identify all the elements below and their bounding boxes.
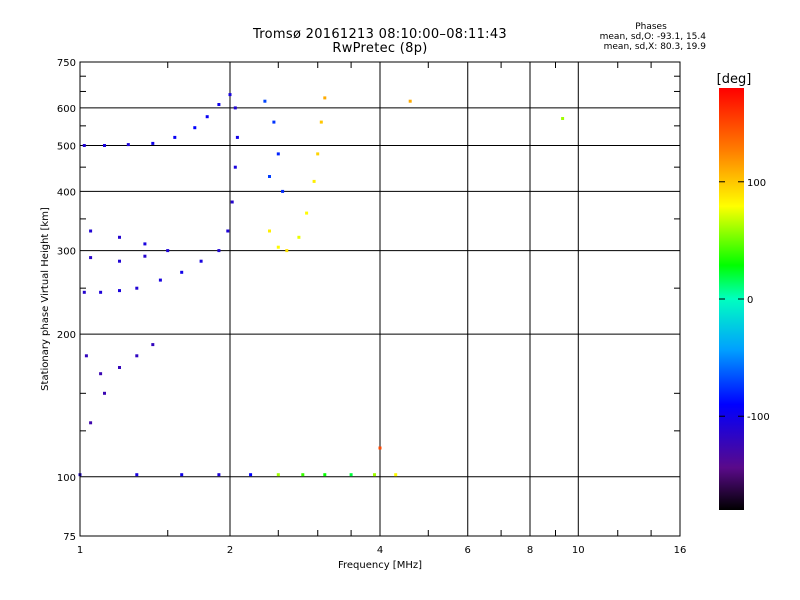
colorbar-ticks: 100 0 -100: [719, 178, 770, 423]
axis-ticks: 1 2 4 6 8 10 16 75 100 200 300 400 500 600 750: [57, 58, 686, 556]
x-mode-echo-point: [285, 249, 289, 253]
o-mode-echo-point: [89, 256, 93, 260]
y-tick-label: 300: [57, 247, 76, 258]
ionogram-traces: [78, 93, 565, 477]
x-mode-echo-point: [319, 120, 323, 124]
o-mode-echo-point: [268, 175, 271, 178]
x-mode-echo-point: [316, 152, 320, 156]
o-mode-echo-point: [233, 165, 237, 169]
y-tick-label: 400: [57, 187, 76, 198]
o-mode-echo-point: [99, 290, 103, 294]
o-mode-echo-point: [135, 473, 139, 477]
x-tick-label: 16: [674, 545, 687, 556]
x-tick-label: 10: [572, 545, 585, 556]
o-mode-echo-point: [89, 421, 93, 425]
o-mode-echo-point: [226, 229, 230, 233]
o-mode-echo-point: [228, 93, 232, 97]
chart-subtitle: RwPretec (8p): [332, 41, 428, 56]
o-mode-echo-point: [263, 99, 267, 103]
o-mode-echo-point: [272, 120, 276, 124]
x-tick-label: 4: [377, 545, 383, 556]
o-mode-echo-point: [235, 135, 239, 139]
x-mode-echo-point: [394, 473, 398, 477]
y-tick-label: 75: [63, 532, 76, 543]
x-mode-echo-point: [268, 229, 271, 233]
o-mode-echo-point: [217, 473, 221, 477]
x-mode-echo-point: [323, 473, 327, 477]
o-mode-echo-point: [233, 106, 237, 110]
phase-statistics: Phases mean, sd,O: -93.1, 15.4 mean, sd,…: [596, 22, 706, 52]
o-mode-echo-point: [173, 135, 177, 139]
o-mode-echo-point: [99, 372, 103, 376]
y-axis-label: Stationary phase Virtual Height [km]: [40, 207, 51, 391]
x-mode-echo-point: [276, 245, 280, 249]
x-mode-echo-point: [301, 473, 305, 477]
o-mode-echo-point: [118, 289, 121, 293]
grid-lines: [80, 62, 680, 536]
o-mode-echo-point: [82, 144, 86, 147]
x-mode-echo-point: [378, 446, 382, 450]
y-tick-label: 100: [57, 473, 76, 484]
o-mode-echo-point: [151, 343, 155, 347]
x-mode-echo-point: [297, 235, 301, 239]
y-tick-label: 500: [57, 141, 76, 152]
o-mode-echo-point: [249, 473, 253, 477]
o-mode-echo-point: [151, 141, 155, 145]
y-tick-label: 600: [57, 104, 76, 115]
o-mode-echo-point: [89, 229, 93, 233]
o-mode-echo-point: [205, 115, 209, 119]
x-mode-echo-point: [305, 211, 309, 215]
x-tick-label: 2: [227, 545, 233, 556]
x-axis-label: Frequency [MHz]: [338, 560, 422, 571]
o-mode-echo-point: [230, 200, 234, 204]
x-tick-label: 8: [527, 545, 533, 556]
o-mode-echo-point: [199, 259, 203, 263]
x-mode-echo-point: [323, 96, 327, 100]
o-mode-echo-point: [135, 354, 139, 358]
chart-title: Tromsø 20161213 08:10:00–08:11:43: [252, 27, 508, 42]
o-mode-echo-point: [166, 249, 170, 253]
colorbar-tick-label: 100: [747, 178, 766, 189]
x-mode-echo-point: [408, 99, 412, 103]
x-mode-echo-point: [561, 117, 565, 120]
o-mode-echo-point: [281, 189, 285, 193]
y-tick-label: 200: [57, 330, 76, 341]
o-mode-echo-point: [180, 473, 184, 477]
phase-statistics-heading: Phases: [635, 22, 667, 32]
o-mode-echo-point: [118, 366, 121, 369]
colorbar-unit-label: [deg]: [717, 72, 752, 87]
o-mode-echo-point: [276, 152, 280, 156]
o-mode-echo-point: [118, 259, 121, 263]
o-mode-echo-point: [103, 391, 106, 395]
colorbar-tick-label: -100: [747, 412, 770, 423]
x-mode-echo-point: [312, 179, 316, 183]
x-mode-echo-point: [276, 473, 280, 477]
o-mode-echo-point: [126, 143, 130, 147]
y-tick-label: 750: [57, 58, 76, 69]
colorbar-tick-label: 0: [747, 295, 753, 306]
o-mode-echo-point: [180, 270, 184, 274]
x-tick-label: 1: [77, 545, 83, 556]
o-mode-echo-point: [158, 278, 162, 282]
o-mode-echo-point: [193, 126, 197, 130]
x-tick-label: 6: [465, 545, 471, 556]
phase-statistics-o-mode: mean, sd,O: -93.1, 15.4: [599, 32, 706, 42]
o-mode-echo-point: [135, 286, 139, 290]
o-mode-echo-point: [143, 242, 147, 246]
x-mode-echo-point: [349, 473, 353, 477]
o-mode-echo-point: [217, 249, 221, 253]
o-mode-echo-point: [143, 254, 147, 258]
o-mode-echo-point: [103, 144, 106, 147]
o-mode-echo-point: [84, 354, 88, 358]
o-mode-echo-point: [82, 290, 86, 294]
plot-area-frame: [79, 61, 681, 537]
o-mode-echo-point: [118, 235, 121, 239]
x-mode-echo-point: [373, 473, 376, 477]
o-mode-echo-point: [217, 103, 221, 106]
phase-statistics-x-mode: mean, sd,X: 80.3, 19.9: [603, 42, 706, 52]
